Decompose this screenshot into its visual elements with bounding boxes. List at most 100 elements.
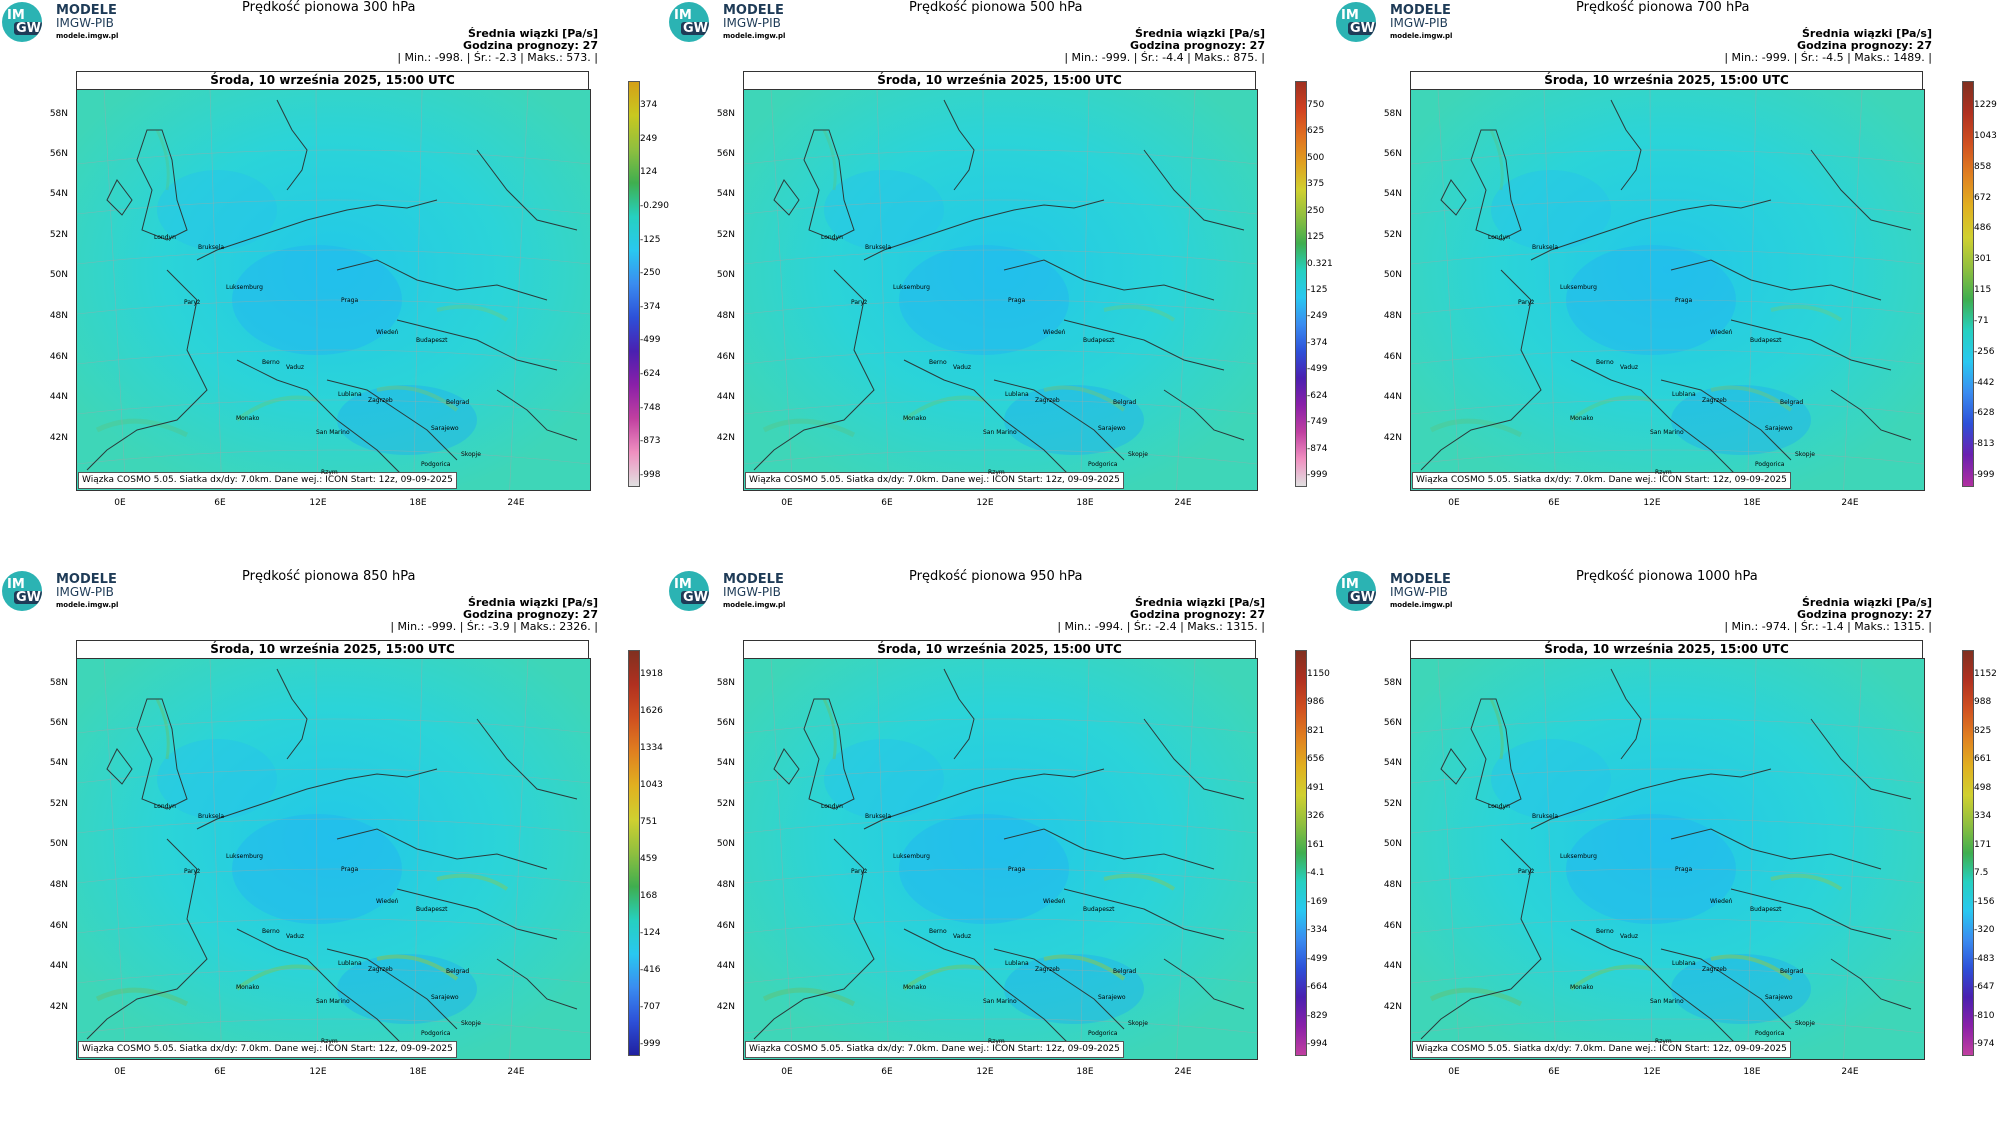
lat-label: 48N: [1383, 311, 1402, 321]
logo-line3: modele.imgw.pl: [1390, 32, 1453, 40]
city-label: Podgorica: [1088, 461, 1118, 468]
lat-label: 50N: [49, 839, 68, 849]
city-label: San Marino: [1650, 998, 1684, 1005]
lon-label: 18E: [1743, 1067, 1761, 1077]
forecast-panel: IM GW MODELE IMGW-PIB modele.imgw.pl Pręd…: [667, 569, 1330, 1139]
colorbar-label: -624: [1307, 391, 1328, 401]
lat-label: 58N: [1383, 109, 1402, 119]
model-footer: Wiązka COSMO 5.05. Siatka dx/dy: 7.0km. …: [1412, 1041, 1791, 1058]
colorbar-label: 1334: [640, 743, 663, 753]
city-label: Lublana: [1672, 391, 1696, 398]
colorbar-label: 1150: [1307, 669, 1330, 679]
city-label: Luksemburg: [893, 853, 930, 860]
city-label: Lublana: [338, 960, 362, 967]
panel-title: Prędkość pionowa 1000 hPa: [1576, 569, 1758, 584]
city-label: Londyn: [154, 803, 176, 810]
city-label: Lublana: [1672, 960, 1696, 967]
colorbar-label: -624: [640, 369, 661, 379]
colorbar-label: -416: [640, 965, 661, 975]
imgw-logo-icon: IM GW: [2, 2, 42, 42]
logo-line2: IMGW-PIB: [56, 585, 114, 599]
colorbar-label: 459: [640, 854, 658, 864]
lat-label: 46N: [1383, 352, 1402, 362]
city-label: Skopje: [1795, 451, 1815, 458]
imgw-logo: IM GW MODELE IMGW-PIB modele.imgw.pl: [669, 2, 829, 44]
city-label: Bruksela: [865, 244, 892, 251]
lon-label: 0E: [114, 1067, 126, 1077]
colorbar-label: 751: [640, 817, 658, 827]
city-label: Rzym: [988, 1038, 1005, 1045]
date-bar: Środa, 10 września 2025, 15:00 UTC: [76, 640, 589, 659]
lat-label: 42N: [49, 1002, 68, 1012]
city-label: Podgorica: [1088, 1030, 1118, 1037]
city-label: Zagrzeb: [368, 397, 393, 404]
logo-line3: modele.imgw.pl: [56, 601, 119, 609]
logo-line1: MODELE: [56, 3, 117, 18]
city-label: Zagrzeb: [368, 966, 393, 973]
colorbar-label: -125: [1307, 285, 1328, 295]
colorbar-label: -124: [640, 928, 661, 938]
lat-label: 52N: [49, 230, 68, 240]
city-label: Bruksela: [865, 813, 892, 820]
city-label: Paryż: [1518, 868, 1535, 875]
logo-line1: MODELE: [56, 572, 117, 587]
colorbar: [1962, 650, 1974, 1056]
lat-label: 44N: [49, 392, 68, 402]
colorbar-label: -974: [1974, 1039, 1995, 1049]
city-label: Vaduz: [286, 364, 305, 371]
lat-label: 46N: [49, 921, 68, 931]
lat-label: 54N: [1383, 189, 1402, 199]
logo-line3: modele.imgw.pl: [1390, 601, 1453, 609]
lon-label: 12E: [1643, 1067, 1661, 1077]
forecast-hour: Godzina prognozy: 27: [1797, 608, 1932, 621]
forecast-hour: Godzina prognozy: 27: [1130, 39, 1265, 52]
colorbar-label: 334: [1974, 811, 1992, 821]
city-label: Budapeszt: [1083, 906, 1115, 913]
lat-label: 58N: [49, 678, 68, 688]
colorbar-label: -628: [1974, 408, 1995, 418]
city-label: Rzym: [321, 469, 338, 476]
colorbar-label: 858: [1974, 162, 1992, 172]
lat-label: 48N: [716, 311, 735, 321]
colorbar-label: -374: [640, 302, 661, 312]
colorbar-label: 374: [640, 100, 658, 110]
date-bar: Środa, 10 września 2025, 15:00 UTC: [743, 640, 1256, 659]
date-bar: Środa, 10 września 2025, 15:00 UTC: [76, 71, 589, 90]
colorbar-label: 656: [1307, 754, 1325, 764]
colorbar-label: -998: [640, 470, 661, 480]
lat-label: 56N: [49, 718, 68, 728]
city-label: Zagrzeb: [1035, 966, 1060, 973]
lat-label: 54N: [1383, 758, 1402, 768]
forecast-panel: IM GW MODELE IMGW-PIB modele.imgw.pl Pręd…: [1334, 569, 1997, 1139]
logo-line3: modele.imgw.pl: [56, 32, 119, 40]
lon-label: 6E: [1548, 498, 1560, 508]
lat-label: 56N: [1383, 149, 1402, 159]
lat-label: 46N: [716, 352, 735, 362]
lat-label: 54N: [716, 189, 735, 199]
city-label: Bruksela: [198, 813, 225, 820]
lat-label: 58N: [716, 678, 735, 688]
lon-label: 0E: [1448, 1067, 1460, 1077]
city-label: Bruksela: [1532, 813, 1559, 820]
lat-label: 46N: [1383, 921, 1402, 931]
city-label: Vaduz: [953, 933, 972, 940]
city-label: Londyn: [1488, 803, 1510, 810]
city-label: Belgrad: [1780, 968, 1804, 975]
lat-label: 52N: [1383, 799, 1402, 809]
lon-label: 18E: [409, 498, 427, 508]
lat-label: 54N: [49, 189, 68, 199]
lon-label: 12E: [976, 1067, 994, 1077]
imgw-logo-icon: IM GW: [1336, 571, 1376, 611]
colorbar-label: -256: [1974, 347, 1995, 357]
lon-label: 6E: [881, 1067, 893, 1077]
city-label: Rzym: [321, 1038, 338, 1045]
forecast-panel: IM GW MODELE IMGW-PIB modele.imgw.pl Pręd…: [0, 569, 663, 1139]
lon-label: 0E: [114, 498, 126, 508]
model-footer: Wiązka COSMO 5.05. Siatka dx/dy: 7.0km. …: [78, 472, 457, 489]
lon-label: 0E: [781, 498, 793, 508]
header-label: Średnia wiązki [Pa/s]: [1134, 27, 1265, 40]
logo-line2: IMGW-PIB: [1390, 585, 1448, 599]
lon-label: 24E: [1174, 498, 1192, 508]
header-label: Średnia wiązki [Pa/s]: [467, 596, 598, 609]
city-label: Praga: [1675, 866, 1693, 873]
